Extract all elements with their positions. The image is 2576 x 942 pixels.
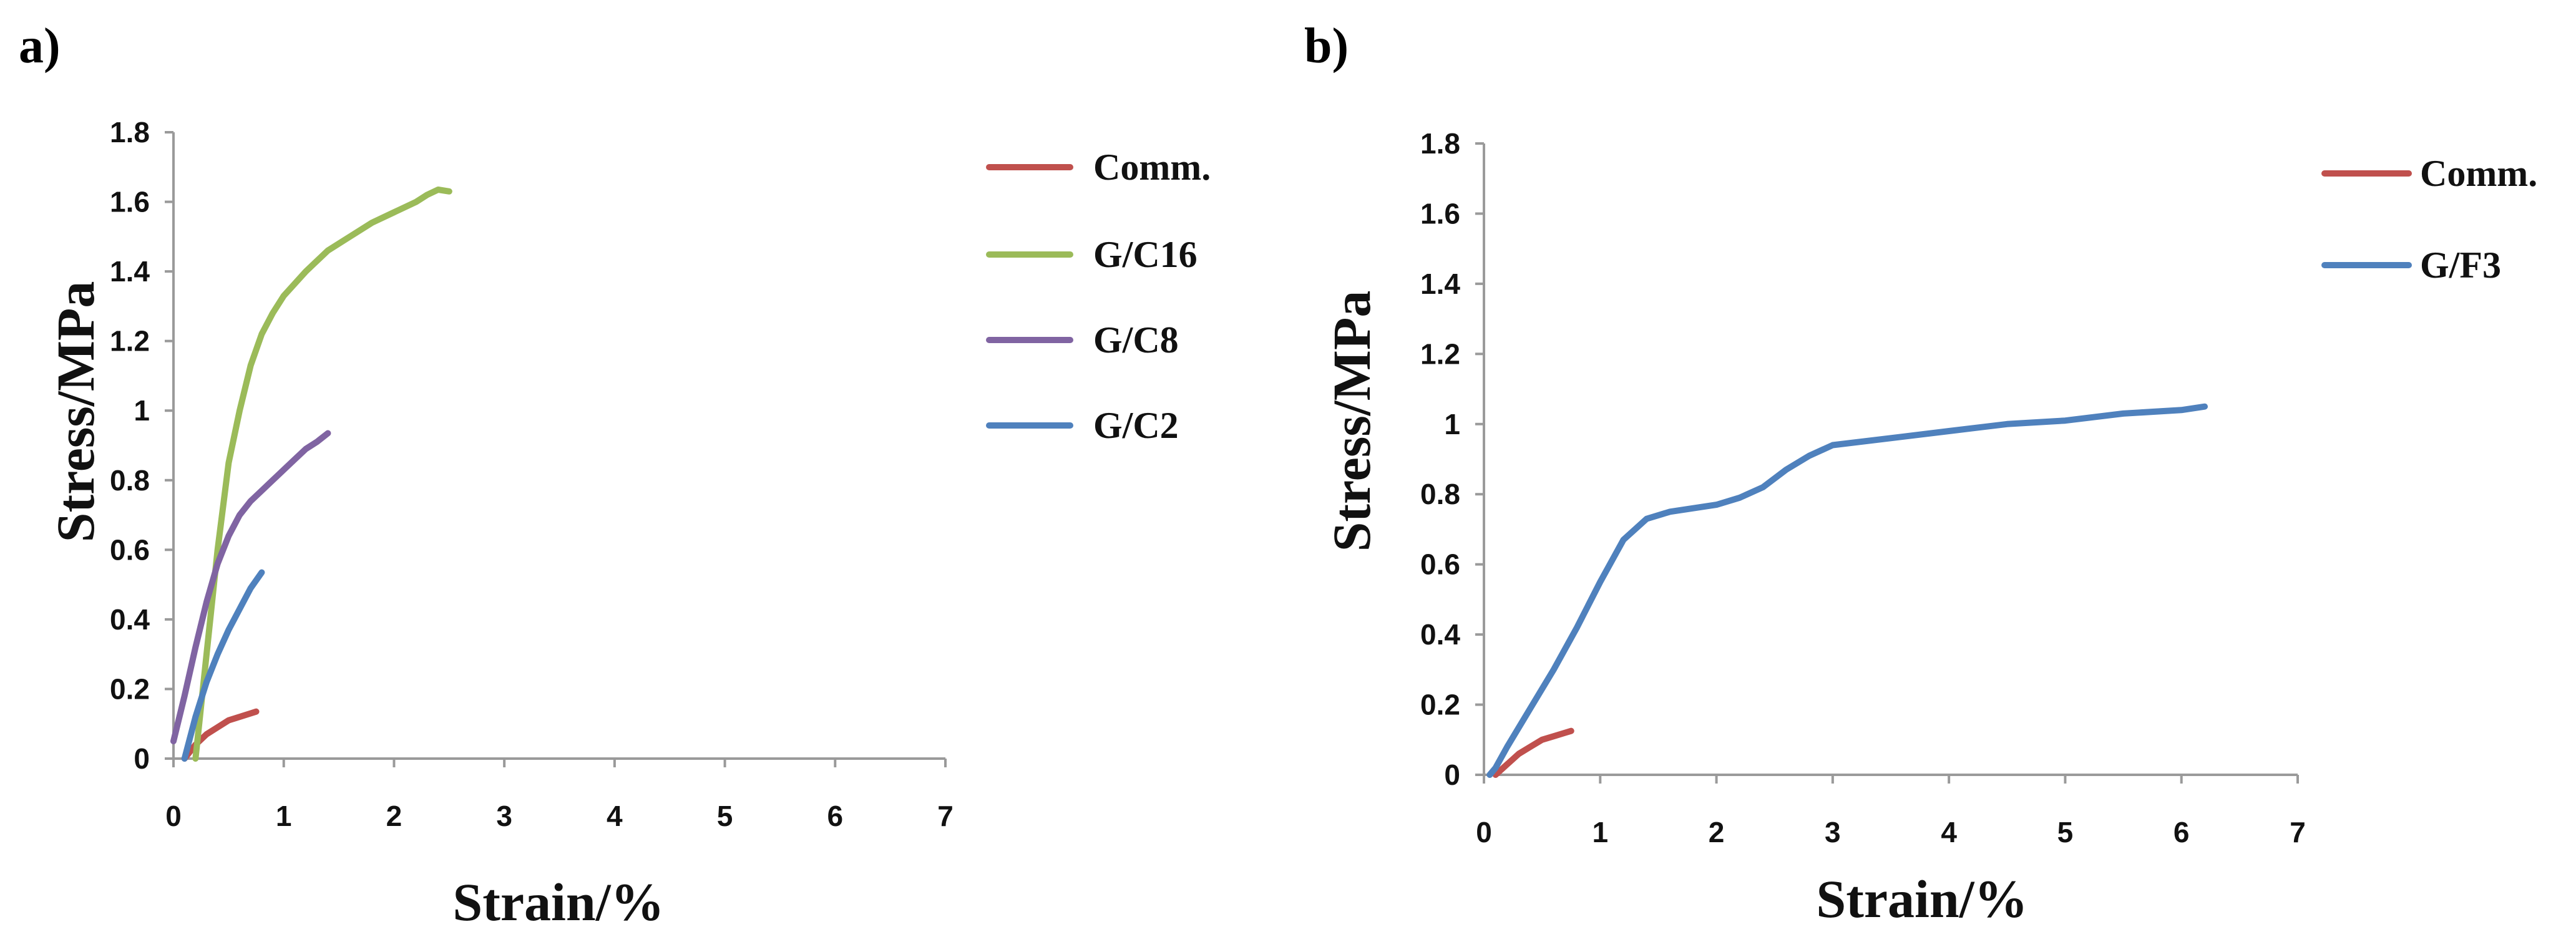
chart-a: a) Stress/MPa Strain/% 0 0.2 0.4 0.6 0.8 1 1.2… [19, 19, 1211, 932]
y-axis-title-a: Stress/MPa [46, 281, 105, 543]
x-tick-label: 5 [717, 800, 733, 832]
panel-label-a: a) [19, 19, 61, 74]
x-tick-label: 7 [2290, 816, 2306, 848]
legend-a: Comm. G/C16 G/C8 G/C2 [986, 147, 1211, 446]
y-tick-label: 0.6 [1420, 548, 1460, 581]
x-tick-label: 1 [1592, 816, 1608, 848]
series-group-b [1486, 403, 2208, 778]
axes-b: 0 0.2 0.4 0.6 0.8 1 1.2 1.4 1.6 1.8 0 1 2 3 4 5 6 7 [1420, 127, 2306, 848]
y-tick-label: 1.6 [110, 186, 150, 218]
x-tick-label: 6 [827, 800, 843, 832]
x-axis-title-b: Strain/% [1816, 869, 2027, 929]
x-tick-label: 3 [1825, 816, 1841, 848]
y-tick-label: 1.4 [1420, 268, 1460, 300]
y-tick-label: 0.4 [1420, 618, 1460, 651]
x-tick-label: 0 [1476, 816, 1492, 848]
series-line-g-c2-a [181, 569, 265, 762]
y-tick-label: 1 [1444, 408, 1460, 440]
y-tick-label: 1.8 [110, 116, 150, 148]
x-tick-label: 1 [276, 800, 292, 832]
y-tick-label: 0 [134, 742, 150, 775]
y-tick-label: 0.8 [110, 464, 150, 497]
x-tick-label: 3 [496, 800, 512, 832]
panel-label-b: b) [1304, 19, 1349, 74]
chart-b: b) Stress/MPa Strain/% 0 0.2 0.4 0.6 0.8 1 1.2… [1304, 19, 2537, 929]
legend-b: Comm. G/F3 [2321, 153, 2537, 286]
y-axis-title-b: Stress/MPa [1322, 291, 1382, 552]
x-tick-label: 2 [1709, 816, 1725, 848]
y-tick-label: 0.2 [1420, 689, 1460, 721]
y-tick-label: 1 [134, 394, 150, 427]
x-tick-label: 2 [386, 800, 402, 832]
series-group-a [170, 187, 452, 762]
y-tick-label: 1.4 [110, 255, 150, 288]
series-line-g-f3-b [1486, 403, 2208, 778]
y-tick-label: 1.6 [1420, 197, 1460, 230]
axes-a: 0 0.2 0.4 0.6 0.8 1 1.2 1.4 1.6 1.8 0 1 2 3 4 5 6 7 [110, 116, 954, 832]
legend-label-g-c2-a: G/C2 [1093, 405, 1179, 446]
x-tick-label: 4 [607, 800, 623, 832]
series-line-g-c16-a [192, 187, 452, 762]
x-tick-label: 4 [1941, 816, 1957, 848]
y-tick-label: 0.4 [110, 603, 150, 636]
legend-label-g-c8-a: G/C8 [1093, 319, 1179, 361]
legend-label-comm-a: Comm. [1093, 147, 1211, 188]
x-tick-label: 7 [937, 800, 954, 832]
y-tick-label: 1.2 [110, 325, 150, 357]
y-tick-label: 0 [1444, 759, 1460, 791]
y-tick-label: 0.2 [110, 673, 150, 705]
legend-label-g-c16-a: G/C16 [1093, 234, 1198, 275]
y-tick-label: 0.6 [110, 533, 150, 566]
series-line-g-c8-a [170, 430, 331, 745]
y-tick-label: 1.2 [1420, 337, 1460, 370]
x-axis-title-a: Strain/% [452, 872, 664, 932]
y-tick-label: 1.8 [1420, 127, 1460, 160]
x-tick-label: 0 [165, 800, 182, 832]
y-tick-label: 0.8 [1420, 478, 1460, 510]
x-tick-label: 6 [2174, 816, 2190, 848]
series-line-comm-b [1492, 727, 1574, 778]
legend-label-comm-b: Comm. [2420, 153, 2537, 194]
legend-label-g-f3-b: G/F3 [2420, 245, 2501, 286]
x-tick-label: 5 [2057, 816, 2074, 848]
